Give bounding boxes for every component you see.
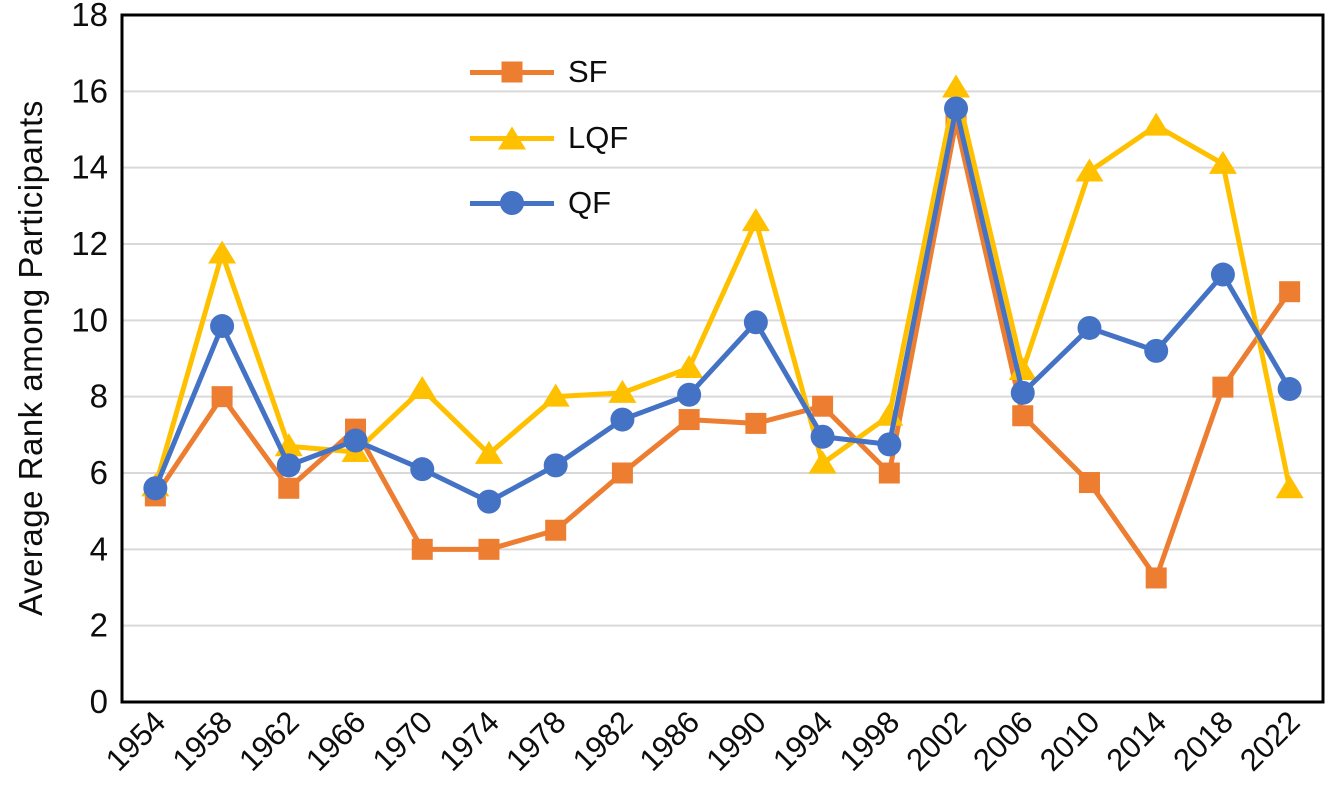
circle-marker-icon	[810, 424, 835, 449]
square-marker-icon	[745, 412, 767, 434]
triangle-marker-icon	[408, 376, 437, 400]
circle-marker-icon	[1210, 262, 1235, 287]
circle-marker-icon	[1144, 338, 1169, 363]
y-tick-label: 0	[90, 683, 108, 720]
circle-marker-icon	[343, 428, 368, 453]
legend-swatch	[470, 120, 554, 156]
square-marker-icon	[501, 61, 523, 83]
x-tick-label: 1954	[99, 704, 173, 778]
legend-label-qf: QF	[568, 185, 612, 220]
triangle-marker-icon	[1208, 150, 1237, 174]
x-tick-label: 2014	[1100, 704, 1174, 778]
circle-marker-icon	[610, 407, 635, 432]
x-tick-label: 2006	[966, 704, 1040, 778]
y-tick-label: 10	[71, 301, 108, 338]
triangle-marker-icon	[942, 74, 971, 98]
circle-marker-icon	[410, 457, 435, 482]
circle-marker-icon	[543, 453, 568, 478]
legend-swatch	[470, 54, 554, 90]
square-marker-icon	[1078, 472, 1100, 494]
x-tick-label: 1994	[766, 704, 840, 778]
legend-label-lqf: LQF	[568, 120, 629, 155]
x-tick-label: 1970	[366, 704, 440, 778]
x-tick-label: 1958	[166, 704, 240, 778]
triangle-marker-icon	[474, 440, 503, 464]
circle-marker-icon	[500, 191, 524, 215]
triangle-marker-icon	[208, 240, 237, 264]
square-marker-icon	[545, 519, 567, 541]
y-tick-label: 6	[90, 454, 108, 491]
square-marker-icon	[1212, 376, 1234, 398]
circle-marker-icon	[743, 310, 768, 335]
triangle-marker-icon	[1075, 158, 1104, 182]
square-marker-icon	[1279, 281, 1301, 303]
y-tick-label: 4	[90, 530, 108, 567]
circle-marker-icon	[1277, 377, 1302, 402]
x-tick-label: 2018	[1166, 704, 1240, 778]
square-marker-icon	[478, 538, 500, 560]
square-marker-icon	[611, 462, 633, 484]
triangle-marker-icon	[608, 379, 637, 403]
y-tick-label: 18	[71, 0, 108, 33]
square-marker-icon	[278, 477, 300, 499]
triangle-marker-icon	[1142, 112, 1171, 136]
legend-entry-sf[interactable]: SF	[470, 54, 608, 90]
y-tick-label: 2	[90, 607, 108, 644]
y-tick-label: 8	[90, 378, 108, 415]
triangle-marker-icon	[498, 126, 526, 150]
y-tick-label: 16	[71, 72, 108, 109]
y-tick-label: 12	[71, 225, 108, 262]
x-tick-label: 2002	[899, 704, 973, 778]
square-marker-icon	[678, 409, 700, 431]
triangle-marker-icon	[1275, 475, 1304, 499]
circle-marker-icon	[677, 382, 702, 407]
x-tick-label: 2022	[1233, 704, 1307, 778]
circle-marker-icon	[877, 432, 902, 457]
circle-marker-icon	[1077, 315, 1102, 340]
circle-marker-icon	[476, 489, 501, 514]
x-tick-label: 1974	[432, 704, 506, 778]
x-tick-label: 1966	[299, 704, 373, 778]
triangle-marker-icon	[675, 355, 704, 379]
legend-entry-lqf[interactable]: LQF	[470, 120, 628, 156]
square-marker-icon	[211, 386, 233, 408]
triangle-marker-icon	[808, 450, 837, 474]
circle-marker-icon	[944, 96, 969, 121]
x-tick-label: 1982	[566, 704, 640, 778]
square-marker-icon	[411, 538, 433, 560]
triangle-marker-icon	[541, 383, 570, 407]
y-axis-title: Average Rank among Participants	[12, 100, 49, 616]
legend-label-sf: SF	[568, 54, 608, 89]
x-tick-label: 1962	[232, 704, 306, 778]
legend-swatch	[470, 185, 554, 221]
circle-marker-icon	[276, 453, 301, 478]
x-tick-label: 1986	[633, 704, 707, 778]
square-marker-icon	[878, 462, 900, 484]
x-tick-label: 1978	[499, 704, 573, 778]
square-marker-icon	[812, 395, 834, 417]
legend: SF LQF QF	[470, 0, 770, 240]
circle-marker-icon	[210, 314, 235, 339]
circle-marker-icon	[1010, 380, 1035, 405]
series-line-lqf	[152, 85, 1293, 491]
triangle-marker-icon	[1008, 356, 1037, 380]
x-tick-label: 1990	[699, 704, 773, 778]
circle-marker-icon	[143, 476, 168, 501]
square-marker-icon	[1012, 405, 1034, 427]
y-tick-label: 14	[71, 149, 108, 186]
square-marker-icon	[1145, 567, 1167, 589]
x-tick-label: 1998	[833, 704, 907, 778]
x-tick-label: 2010	[1033, 704, 1107, 778]
triangle-marker-icon	[741, 208, 770, 232]
plot-border	[120, 13, 1325, 704]
legend-entry-qf[interactable]: QF	[470, 185, 611, 221]
